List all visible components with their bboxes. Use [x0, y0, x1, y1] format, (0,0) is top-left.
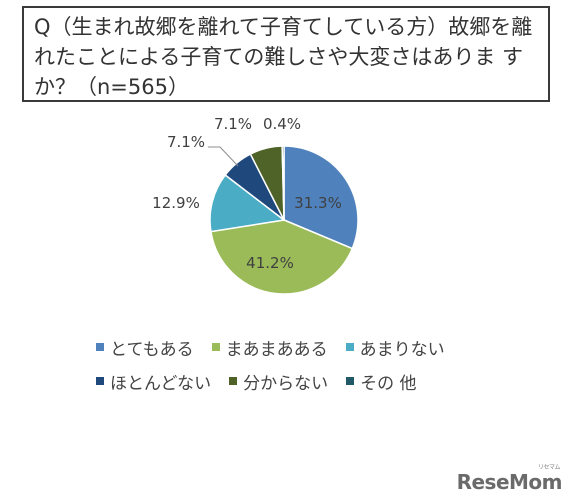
legend-label: あまりない — [359, 339, 445, 360]
legend-label: その 他 — [360, 373, 417, 394]
legend-label: とてもある — [110, 339, 194, 360]
legend-item-2: まあまあある — [211, 335, 328, 360]
pie-slice-3 — [209, 173, 286, 233]
legend-swatch — [346, 377, 355, 385]
legend-label: ほとんどない — [110, 373, 212, 394]
legend-item-4: ほとんどない — [96, 369, 211, 394]
legend-swatch — [96, 343, 104, 351]
legend-label: 分からない — [243, 373, 329, 394]
legend-item-6: その 他 — [346, 369, 417, 394]
data-label-6: 0.4% — [263, 115, 301, 133]
logo-text: ReseMom — [456, 470, 563, 494]
chart-title-line-3: か？（n=565） — [34, 75, 189, 99]
pie-chart: 31.3% 41.2% 12.9% 7.1% 7.1% 0.4% — [152, 115, 359, 295]
legend-row-1: とてもある まあまあある あまりない — [96, 330, 536, 364]
pie-slice-2 — [210, 219, 354, 295]
data-label-3: 12.9% — [152, 194, 200, 212]
legend-item-5: 分からない — [229, 369, 328, 394]
legend-swatch — [211, 343, 220, 351]
data-label-5: 7.1% — [214, 115, 252, 133]
leader-line — [208, 146, 239, 167]
data-label-4: 7.1% — [167, 133, 205, 151]
legend: とてもある まあまあある あまりない ほとんどない 分からない その 他 — [96, 330, 536, 398]
pie-slice-6 — [281, 145, 285, 221]
chart-title: Q（生まれ故郷を離れて子育てしている方）故郷を離 れたことによる子育ての難しさや… — [22, 6, 550, 102]
legend-label: まあまあある — [225, 339, 328, 360]
chart-title-line-1: Q（生まれ故郷を離れて子育てしている方）故郷を離 — [34, 15, 533, 39]
legend-swatch — [345, 343, 354, 351]
legend-swatch — [96, 377, 104, 385]
data-label-1: 31.3% — [294, 194, 342, 212]
legend-item-3: あまりない — [345, 335, 445, 360]
chart-title-line-2: れたことによる子育ての難しさや大変さはありま す — [34, 45, 524, 69]
logo-small-text: リセマム — [537, 464, 561, 471]
legend-swatch — [229, 377, 238, 385]
data-label-2: 41.2% — [246, 254, 294, 272]
legend-row-2: ほとんどない 分からない その 他 — [96, 364, 536, 398]
resemom-logo: リセマム ReseMom — [456, 464, 563, 494]
pie-slice-1 — [283, 145, 359, 250]
legend-item-1: とてもある — [96, 335, 194, 360]
